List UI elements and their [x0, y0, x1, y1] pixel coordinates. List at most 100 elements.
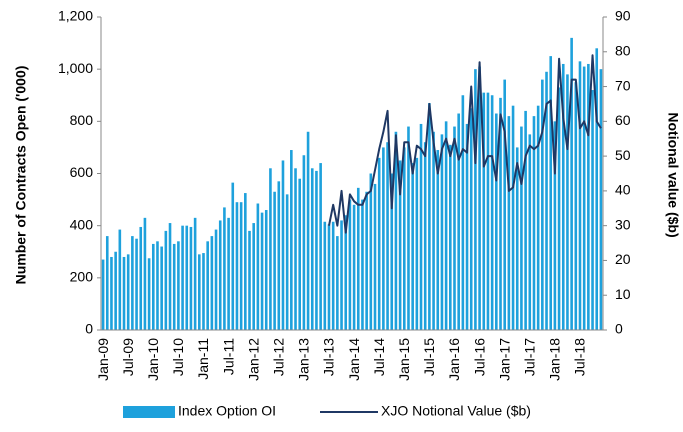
bar	[557, 87, 561, 330]
bar	[402, 147, 406, 330]
x-tick-label: Jul-14	[371, 338, 387, 376]
bar	[407, 126, 410, 330]
bar	[574, 82, 578, 330]
bar	[306, 131, 310, 330]
bar	[340, 220, 343, 330]
bar	[260, 212, 264, 330]
bar	[482, 92, 486, 331]
bar	[122, 256, 126, 330]
y-tick-label: 400	[70, 216, 94, 232]
bar	[356, 187, 360, 330]
bar	[193, 217, 197, 330]
bar	[390, 173, 394, 330]
bar	[495, 113, 498, 330]
bar	[126, 254, 130, 330]
bar	[386, 142, 389, 330]
bar	[444, 121, 448, 330]
y-tick-label: 0	[85, 321, 93, 337]
bar	[105, 236, 109, 330]
bar	[469, 108, 473, 331]
bar	[110, 256, 113, 330]
x-tick-label: Jan-12	[245, 338, 261, 381]
bar	[298, 178, 302, 330]
bar	[239, 202, 243, 330]
x-tick-label: Jul-11	[220, 338, 236, 375]
x-tick-label: Jan-14	[346, 338, 362, 381]
y2-tick-label: 80	[615, 42, 631, 58]
bar	[365, 191, 368, 330]
bar	[101, 259, 105, 330]
y-tick-label: 600	[70, 164, 94, 180]
y-tick-label: 1,000	[58, 60, 93, 76]
bar	[248, 230, 251, 330]
x-tick-label: Jul-13	[321, 338, 337, 376]
bar	[273, 191, 276, 330]
bar	[561, 63, 565, 330]
bar	[595, 48, 599, 331]
bar	[432, 131, 435, 330]
bar	[536, 105, 540, 330]
x-tick-label: Jan-15	[396, 338, 412, 381]
y2-tick-label: 50	[615, 147, 631, 163]
bar	[277, 181, 281, 330]
bar	[256, 203, 260, 330]
bar	[587, 63, 590, 330]
bar	[143, 217, 147, 330]
bar	[168, 223, 172, 330]
bar	[156, 241, 159, 330]
bar	[541, 79, 544, 330]
bar	[139, 226, 143, 330]
x-tick-label: Jan-18	[547, 338, 563, 381]
bar	[578, 61, 582, 330]
bar	[331, 221, 335, 330]
bar	[344, 215, 348, 330]
bar	[172, 243, 176, 330]
bar	[591, 90, 594, 331]
bar	[352, 204, 356, 330]
bar	[227, 217, 230, 330]
x-tick-label: Jan-16	[446, 338, 462, 381]
bar	[599, 69, 603, 331]
bar	[566, 74, 569, 330]
bar	[415, 157, 419, 330]
bar	[453, 126, 456, 330]
bar	[570, 37, 573, 330]
bar	[131, 236, 134, 330]
y2-tick-label: 60	[615, 112, 631, 128]
bar	[428, 103, 431, 330]
y-tick-label: 200	[70, 269, 94, 285]
x-tick-label: Jan-13	[296, 338, 312, 381]
bar	[373, 183, 377, 330]
bar	[545, 71, 548, 331]
bar	[348, 199, 352, 330]
bar	[411, 163, 414, 330]
bar	[114, 251, 117, 330]
x-tick-label: Jan-17	[496, 338, 512, 381]
bar	[553, 121, 557, 330]
bar	[499, 97, 502, 330]
bar	[290, 150, 293, 330]
legend-swatch	[123, 406, 175, 418]
y2-tick-label: 20	[615, 251, 631, 267]
legend-label: XJO Notional Value ($b)	[381, 403, 531, 419]
bar	[281, 160, 285, 330]
bar	[474, 69, 477, 331]
y2-tick-label: 30	[615, 216, 631, 232]
bar	[394, 131, 398, 330]
bar	[202, 253, 205, 330]
y-tick-label: 800	[70, 112, 94, 128]
y2-tick-label: 10	[615, 286, 631, 302]
bar	[528, 134, 532, 330]
bar	[294, 168, 297, 330]
bar	[198, 254, 201, 330]
bar	[315, 170, 318, 330]
bar	[210, 236, 214, 330]
bar	[582, 66, 586, 330]
bar	[214, 229, 218, 330]
bar	[398, 160, 402, 330]
bar	[377, 157, 381, 330]
bar	[252, 223, 255, 330]
bar	[151, 243, 155, 330]
bar	[486, 92, 490, 331]
